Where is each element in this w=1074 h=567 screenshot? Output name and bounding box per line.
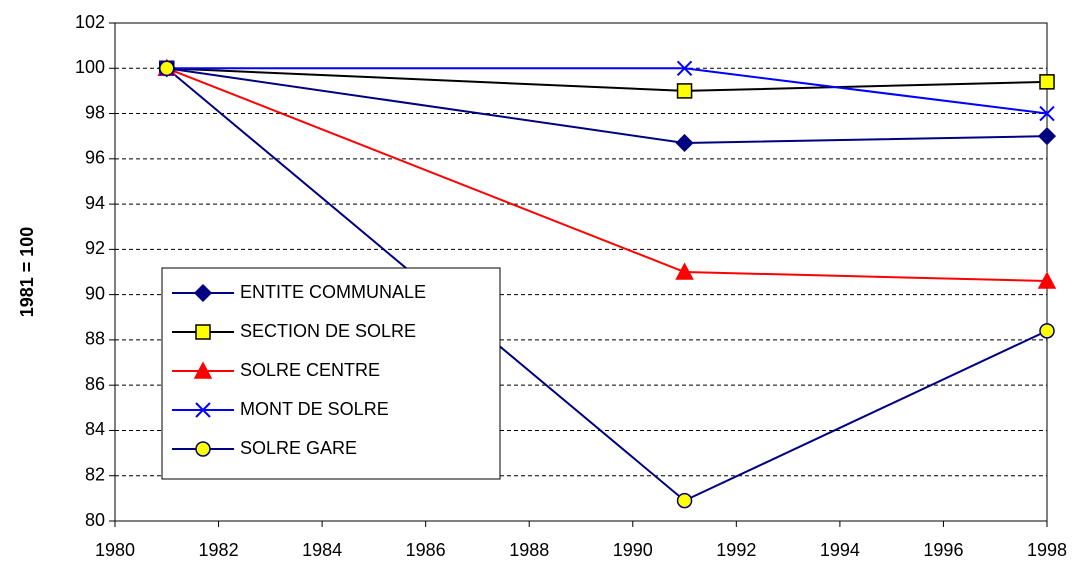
x-tick-label: 1992 xyxy=(716,540,756,560)
x-tick-label: 1990 xyxy=(613,540,653,560)
marker xyxy=(1039,323,1055,339)
y-axis-label: 1981 = 100 xyxy=(17,227,37,318)
marker xyxy=(193,283,213,303)
y-tick-label: 82 xyxy=(85,464,105,484)
marker xyxy=(675,262,694,280)
marker xyxy=(1037,271,1057,289)
y-tick-label: 96 xyxy=(85,148,105,168)
marker xyxy=(676,492,693,509)
y-tick-label: 90 xyxy=(85,283,105,303)
legend-label: SOLRE GARE xyxy=(240,438,357,458)
marker xyxy=(195,324,211,340)
y-tick-label: 86 xyxy=(85,374,105,394)
y-tick-label: 98 xyxy=(85,102,105,122)
legend: ENTITE COMMUNALE SECTION DE SOLRE SOLRE CE… xyxy=(161,267,501,480)
marker xyxy=(1039,74,1055,90)
x-tick-label: 1988 xyxy=(509,540,549,560)
x-tick-label: 1994 xyxy=(820,540,860,560)
marker xyxy=(676,60,693,76)
y-tick-label: 84 xyxy=(85,419,105,439)
x-tick-label: 1996 xyxy=(923,540,963,560)
marker xyxy=(193,361,213,379)
marker xyxy=(1039,105,1055,122)
x-tick-label: 1998 xyxy=(1027,540,1067,560)
series-line xyxy=(166,67,1048,115)
legend-label: MONT DE SOLRE xyxy=(240,399,389,419)
y-tick-label: 92 xyxy=(85,238,105,258)
x-tick-label: 1984 xyxy=(302,540,342,560)
y-tick-label: 102 xyxy=(75,12,105,32)
y-tick-label: 80 xyxy=(85,510,105,530)
y-tick-label: 94 xyxy=(85,193,105,213)
marker xyxy=(675,133,694,153)
legend-label: ENTITE COMMUNALE xyxy=(240,282,426,302)
marker xyxy=(195,441,211,457)
x-tick-label: 1986 xyxy=(406,540,446,560)
series-line xyxy=(166,67,1048,144)
legend-box xyxy=(161,267,501,480)
x-tick-label: 1982 xyxy=(199,540,239,560)
marker xyxy=(1037,127,1057,146)
y-tick-label: 100 xyxy=(75,57,105,77)
y-tick-label: 88 xyxy=(85,329,105,349)
legend-label: SOLRE CENTRE xyxy=(240,360,380,380)
marker xyxy=(159,60,175,77)
x-tick-label: 1980 xyxy=(95,540,135,560)
legend-label: SECTION DE SOLRE xyxy=(240,321,416,341)
marker xyxy=(676,83,693,99)
marker xyxy=(195,402,211,418)
